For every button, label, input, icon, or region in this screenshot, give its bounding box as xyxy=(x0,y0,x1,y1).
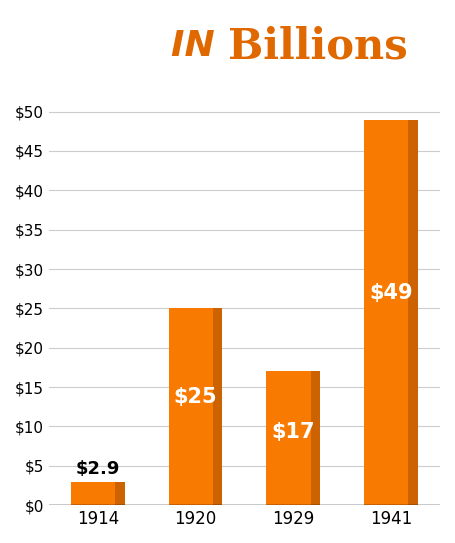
Bar xyxy=(311,371,320,505)
Text: IN: IN xyxy=(171,29,228,63)
Bar xyxy=(213,308,222,505)
Bar xyxy=(408,119,418,505)
Text: $25: $25 xyxy=(174,387,217,407)
Bar xyxy=(71,482,125,505)
Text: $2.9: $2.9 xyxy=(76,460,120,478)
Text: Billions: Billions xyxy=(228,25,407,67)
Bar xyxy=(364,119,418,505)
Bar xyxy=(115,482,125,505)
Bar xyxy=(267,371,320,505)
Bar xyxy=(169,308,222,505)
Text: $17: $17 xyxy=(272,421,315,441)
Text: $49: $49 xyxy=(369,283,413,303)
